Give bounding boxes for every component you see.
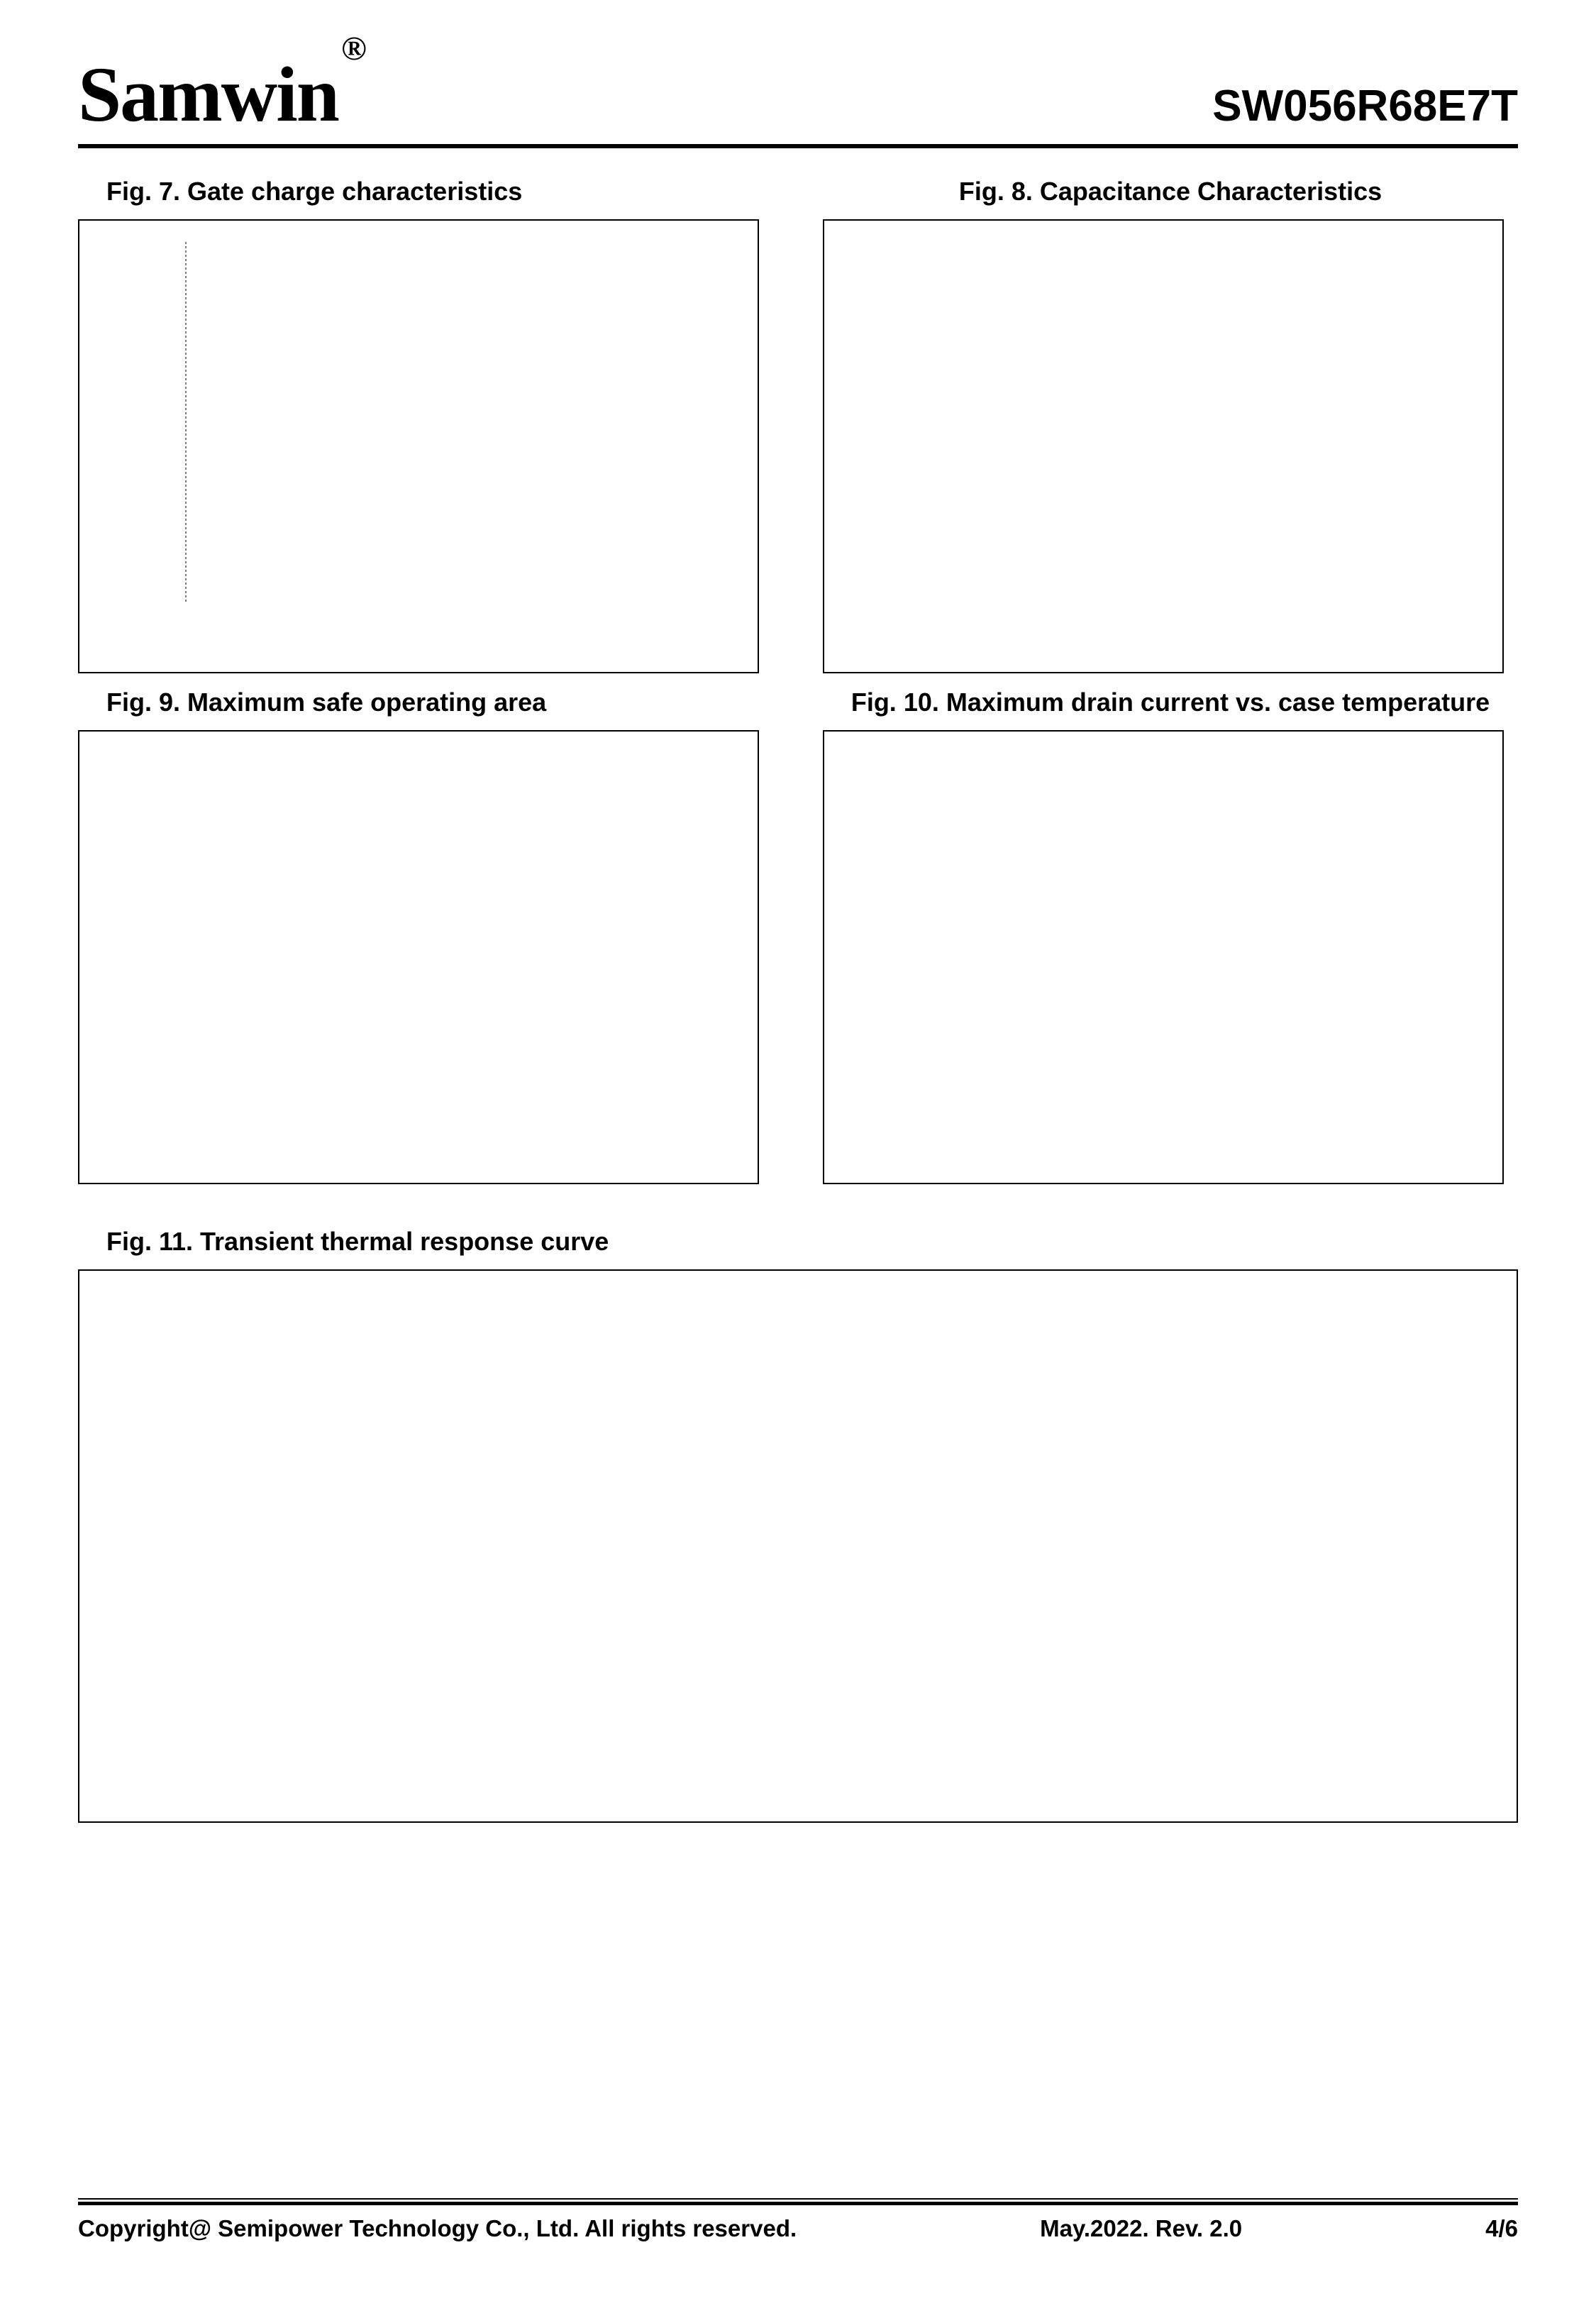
fig8-block: Fig. 8. Capacitance Characteristics [823,177,1518,673]
footer-date: May.2022. Rev. 2.0 [1040,2215,1242,2242]
part-number: SW056R68E7T [1212,81,1518,140]
fig8-chart [823,219,1504,673]
fig11-chart [78,1269,1518,1823]
fig10-title: Fig. 10. Maximum drain current vs. case … [823,688,1518,717]
footer-page: 4/6 [1485,2215,1518,2242]
fig11-title: Fig. 11. Transient thermal response curv… [78,1227,1518,1257]
fig9-chart [78,730,759,1184]
fig9-title: Fig. 9. Maximum safe operating area [78,688,773,717]
fig7-block: Fig. 7. Gate charge characteristics [78,177,773,673]
fig9-block: Fig. 9. Maximum safe operating area [78,688,773,1184]
fig7-chart [78,219,759,673]
page-footer: Copyright@ Semipower Technology Co., Ltd… [78,2202,1518,2242]
fig11-block: Fig. 11. Transient thermal response curv… [78,1227,1518,1823]
footer-thin-rule [78,2198,1518,2200]
page-header: Samwin® SW056R68E7T [78,50,1518,148]
fig10-chart [823,730,1504,1184]
fig8-title: Fig. 8. Capacitance Characteristics [823,177,1518,206]
fig10-block: Fig. 10. Maximum drain current vs. case … [823,688,1518,1184]
brand-logo: Samwin® [78,50,362,140]
registered-mark: ® [341,30,365,67]
fig7-title: Fig. 7. Gate charge characteristics [78,177,773,206]
footer-copyright: Copyright@ Semipower Technology Co., Ltd… [78,2215,797,2242]
brand-name: Samwin [78,51,338,138]
